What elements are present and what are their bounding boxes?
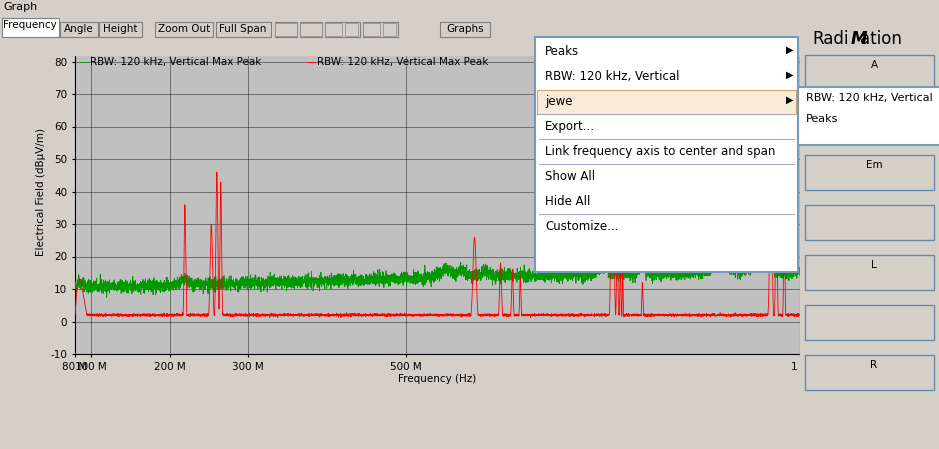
Text: R: R bbox=[870, 360, 878, 370]
Text: Graphs: Graphs bbox=[446, 24, 484, 34]
Text: Angle: Angle bbox=[64, 24, 94, 34]
Text: L: L bbox=[871, 260, 877, 270]
Text: Customize...: Customize... bbox=[545, 220, 619, 233]
Bar bbox=[99, 22, 142, 37]
Text: —: — bbox=[305, 57, 316, 67]
Bar bbox=[363, 22, 398, 37]
Text: ▶: ▶ bbox=[786, 70, 793, 80]
Text: ation: ation bbox=[860, 30, 901, 48]
Text: Radi: Radi bbox=[812, 30, 849, 48]
Text: —: — bbox=[78, 57, 89, 67]
Text: RBW: 120 kHz, Vertical Max Peak: RBW: 120 kHz, Vertical Max Peak bbox=[90, 57, 261, 67]
Bar bbox=[440, 22, 490, 37]
Text: Height: Height bbox=[102, 24, 137, 34]
Text: Frequency: Frequency bbox=[3, 20, 57, 30]
Bar bbox=[805, 255, 934, 290]
Text: Link frequency axis to center and span: Link frequency axis to center and span bbox=[545, 145, 776, 158]
Bar bbox=[0, 0, 939, 18]
Bar bbox=[216, 22, 271, 37]
Text: ▶: ▶ bbox=[786, 45, 793, 55]
Bar bbox=[363, 23, 380, 36]
Bar bbox=[805, 205, 934, 240]
Bar bbox=[300, 23, 322, 36]
Text: Em: Em bbox=[866, 160, 883, 170]
Text: Graph: Graph bbox=[3, 2, 38, 12]
Bar bbox=[798, 87, 939, 145]
Bar bbox=[275, 22, 297, 37]
Bar bbox=[805, 105, 934, 140]
Text: Peaks: Peaks bbox=[806, 114, 839, 124]
Bar bbox=[535, 37, 798, 272]
Y-axis label: Electrical Field (dBµV/m): Electrical Field (dBµV/m) bbox=[37, 128, 46, 255]
Text: Export...: Export... bbox=[545, 120, 595, 133]
Bar bbox=[155, 22, 213, 37]
Text: M: M bbox=[851, 30, 868, 48]
Text: Show All: Show All bbox=[545, 170, 595, 183]
Bar bbox=[325, 22, 360, 37]
Text: RBW: 120 kHz, Vertical: RBW: 120 kHz, Vertical bbox=[545, 70, 680, 83]
Text: jewe: jewe bbox=[545, 95, 573, 108]
Bar bbox=[60, 22, 98, 37]
Bar bbox=[2, 18, 59, 37]
Bar bbox=[0, 18, 939, 55]
X-axis label: Frequency (Hz): Frequency (Hz) bbox=[398, 374, 477, 384]
Bar bbox=[805, 155, 934, 190]
Bar bbox=[325, 23, 342, 36]
Text: RBW: 120 kHz, Vertical: RBW: 120 kHz, Vertical bbox=[806, 93, 932, 103]
Bar bbox=[537, 90, 796, 114]
Text: Full Span: Full Span bbox=[220, 24, 267, 34]
Text: RBW: 120 kHz, Vertical Max Peak: RBW: 120 kHz, Vertical Max Peak bbox=[317, 57, 488, 67]
Bar bbox=[275, 23, 297, 36]
Text: Peaks: Peaks bbox=[545, 45, 579, 58]
Bar bbox=[383, 23, 396, 36]
Bar bbox=[345, 23, 358, 36]
Bar bbox=[805, 55, 934, 90]
Bar bbox=[805, 355, 934, 390]
Text: Zoom Out: Zoom Out bbox=[158, 24, 210, 34]
Bar bbox=[805, 305, 934, 340]
Bar bbox=[800, 0, 939, 449]
Text: A: A bbox=[870, 60, 878, 70]
Text: Hide All: Hide All bbox=[545, 195, 591, 208]
Text: ▶: ▶ bbox=[786, 95, 793, 105]
Bar bbox=[300, 22, 322, 37]
